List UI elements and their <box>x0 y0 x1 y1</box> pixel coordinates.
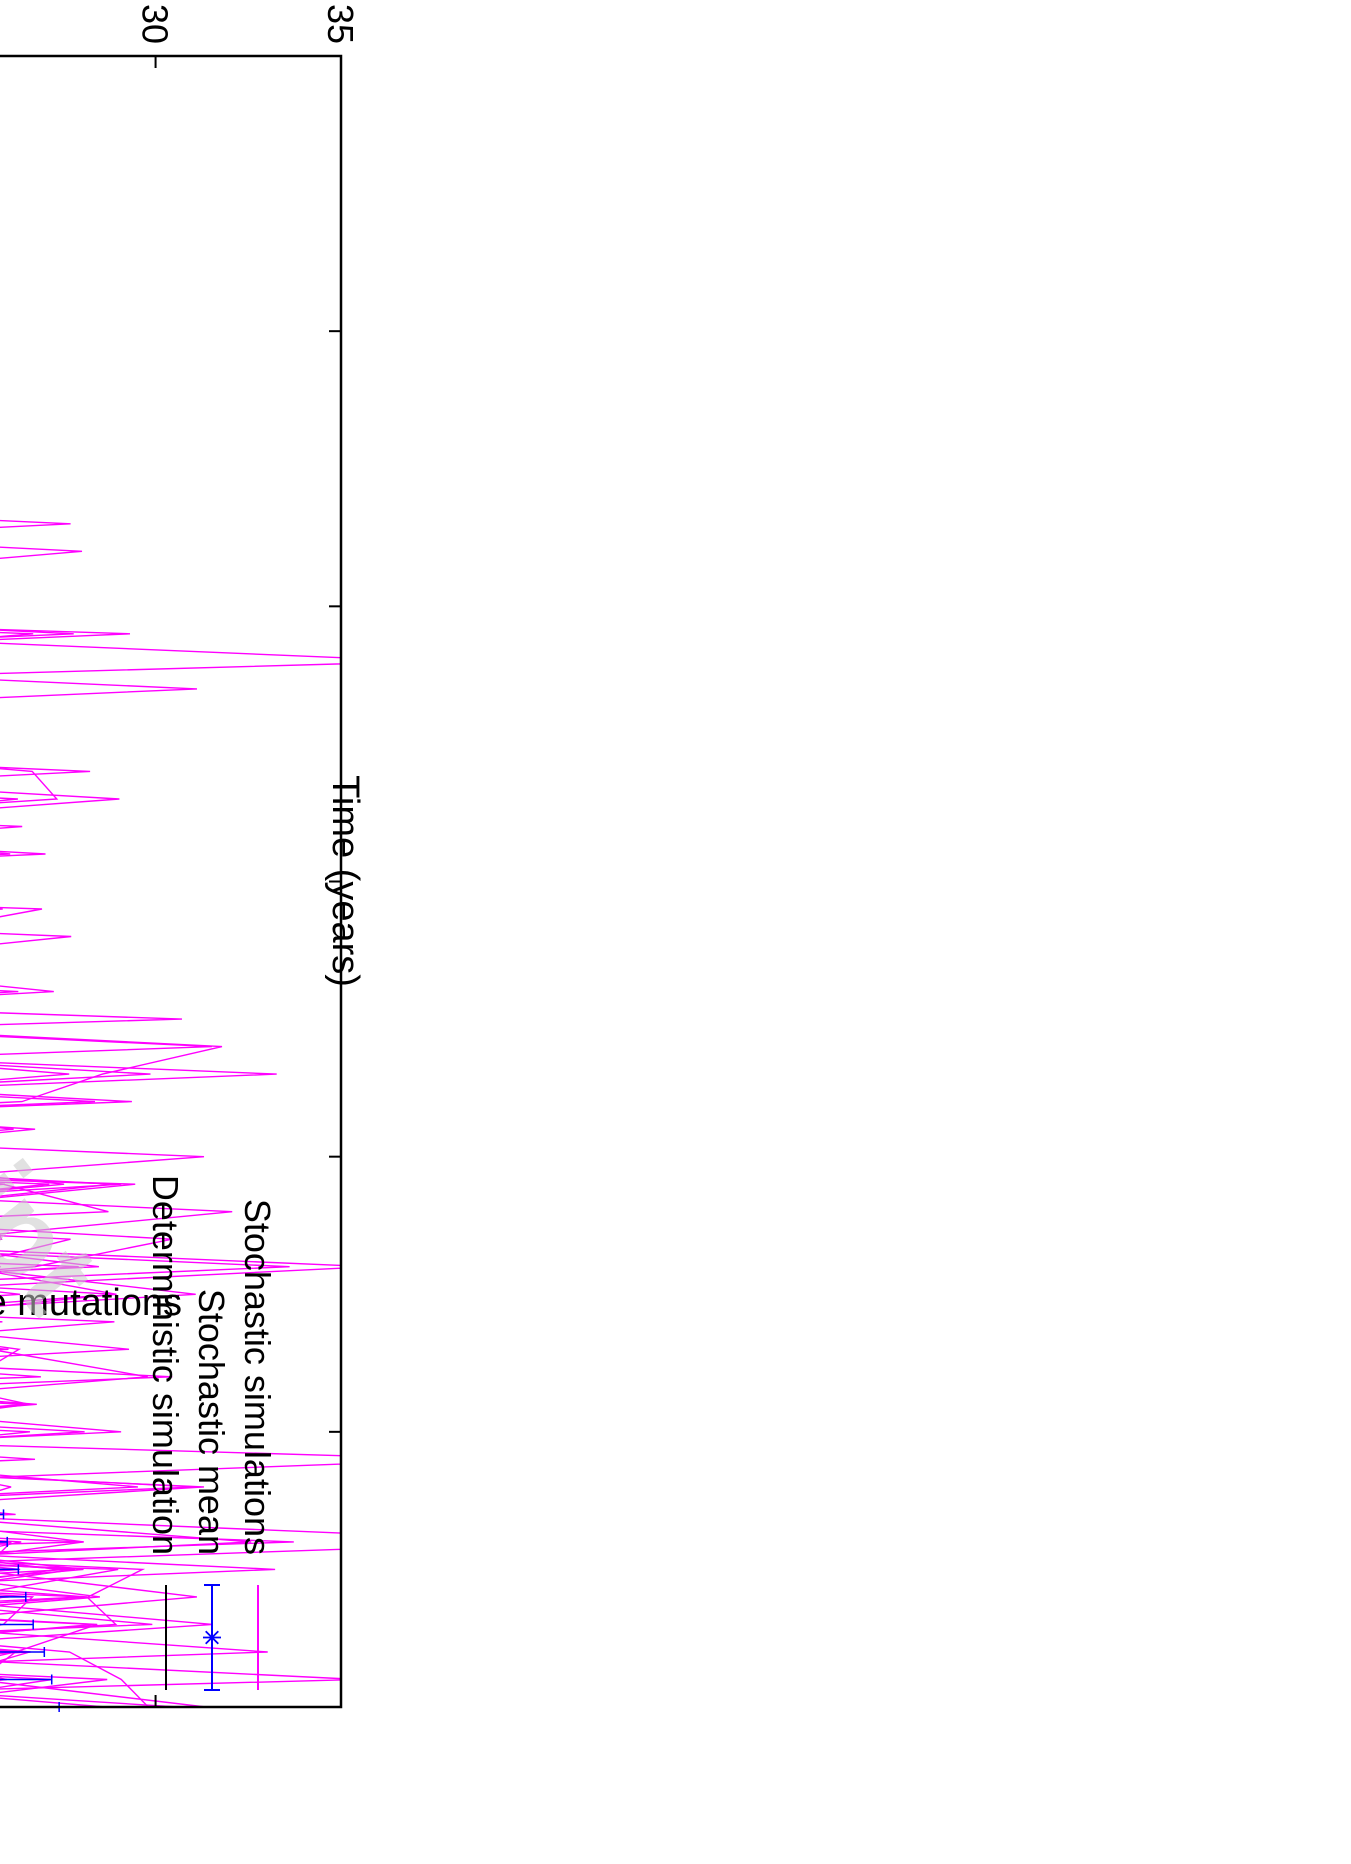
mean-errorbar <box>0 1509 5 1520</box>
stochastic-simulation-trace <box>0 56 72 1707</box>
mean-errorbar <box>0 1564 20 1575</box>
legend-label: Deterministic simulation <box>145 1175 186 1555</box>
stochastic-mean-errorbars <box>0 1509 60 1712</box>
stochastic-simulation-trace <box>0 56 276 1707</box>
stochastic-simulation-trace <box>0 56 183 1707</box>
watermark: Author Manuscript <box>0 413 124 1336</box>
stochastic-simulation-trace <box>0 56 108 1707</box>
plot-area: 20304050607080 05101520253035 Time (year… <box>0 4 366 1712</box>
mean-errorbar <box>0 1646 46 1657</box>
y-axis-label: Predicted % new infections with drug res… <box>0 1282 182 1324</box>
x-ticks: 20304050607080 <box>329 55 341 1708</box>
legend-marker <box>203 1628 221 1647</box>
y-ticks: 05101520253035 <box>135 4 361 1707</box>
mean-errorbar <box>0 1674 53 1685</box>
y-tick-label: 35 <box>320 4 361 44</box>
stochastic-simulation-trace <box>0 56 196 1707</box>
mean-errorbar <box>0 1619 34 1630</box>
stochastic-simulation-trace <box>0 56 113 1707</box>
stochastic-simulation-trace <box>0 56 146 1707</box>
stochastic-simulation-trace <box>0 56 91 1707</box>
x-axis-label: Time (years) <box>324 775 366 987</box>
mean-errorbar <box>0 1591 27 1602</box>
stochastic-simulation-trace <box>0 56 96 1707</box>
mean-errorbar <box>0 1536 8 1547</box>
stochastic-simulations-layer <box>0 56 341 1707</box>
legend-label: Stochastic mean <box>191 1289 232 1555</box>
legend-label: Stochastic simulations <box>237 1199 278 1555</box>
stochastic-simulation-trace <box>0 56 36 1707</box>
stochastic-simulation-trace <box>0 56 76 1707</box>
legend-errorbar-caps <box>204 1584 220 1691</box>
stochastic-simulation-trace <box>0 56 94 1707</box>
y-tick-label: 30 <box>135 4 176 44</box>
